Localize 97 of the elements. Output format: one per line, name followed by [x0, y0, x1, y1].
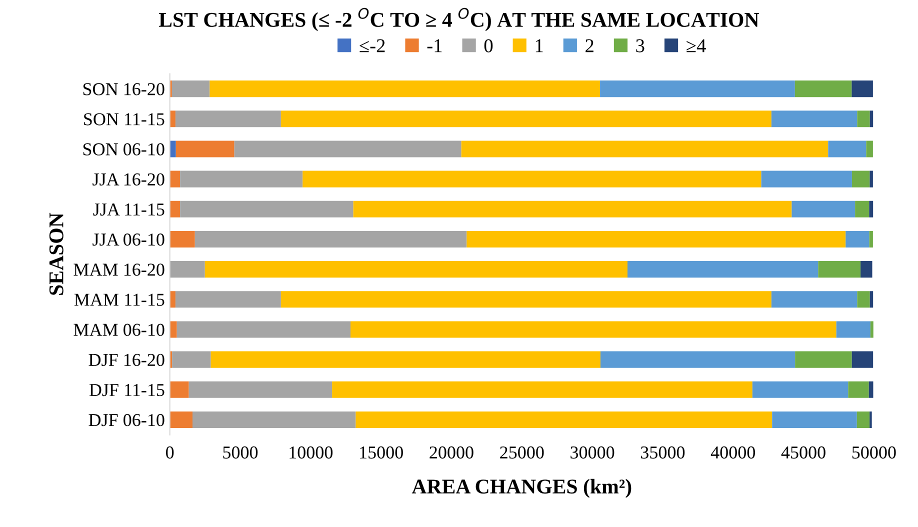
y-tick-label: SON 11-15	[84, 113, 164, 126]
y-tick-label: JJA 16-20	[92, 173, 164, 186]
bar	[170, 230, 195, 248]
x-tick-label: 10000	[290, 446, 333, 459]
y-axis-title: SEASON	[49, 212, 64, 295]
bar	[628, 261, 818, 278]
bar	[170, 261, 205, 278]
bar	[170, 411, 192, 428]
bar	[848, 381, 869, 398]
bar	[869, 200, 874, 218]
bar	[852, 351, 874, 368]
bar	[828, 140, 866, 158]
y-tick-label: DJF 06-10	[88, 414, 164, 426]
bar	[302, 170, 762, 188]
bar	[192, 411, 356, 428]
bar	[172, 80, 210, 98]
bar	[353, 200, 792, 218]
bar	[180, 170, 303, 188]
legend-label: ≥4	[686, 39, 706, 52]
bar	[836, 321, 870, 338]
bar	[761, 170, 852, 188]
bar	[860, 261, 872, 278]
y-tick-label: DJF 16-20	[88, 354, 164, 366]
bar	[204, 261, 628, 278]
bar	[466, 230, 846, 248]
bar	[176, 321, 351, 338]
y-tick-label: JJA 06-10	[92, 233, 164, 246]
x-axis-title: AREA CHANGES (km²)	[412, 478, 632, 498]
bar	[350, 321, 836, 338]
bar	[170, 321, 177, 338]
legend-label: 3	[636, 39, 644, 52]
bar	[356, 411, 772, 428]
x-tick-label: 50000	[852, 446, 896, 459]
bar	[856, 411, 870, 428]
bar	[870, 170, 873, 188]
legend-label: 2	[586, 39, 594, 52]
bar	[771, 110, 858, 128]
x-tick-label: 5000	[223, 446, 258, 459]
bar	[176, 140, 234, 158]
bar	[792, 200, 856, 218]
bar	[772, 411, 857, 428]
bar	[869, 230, 873, 248]
x-tick-label: 20000	[430, 446, 474, 459]
bar	[868, 381, 874, 398]
bar	[172, 351, 211, 368]
x-tick-label: 35000	[641, 446, 685, 459]
bar	[234, 140, 462, 158]
bar	[870, 291, 874, 308]
legend-label: -1	[427, 39, 442, 52]
bar	[175, 110, 281, 128]
bar	[600, 351, 796, 368]
bar	[771, 291, 858, 308]
legend-label: 0	[484, 39, 493, 52]
bar	[170, 140, 176, 158]
bar	[795, 351, 852, 368]
bar	[794, 80, 852, 98]
x-tick-label: 25000	[500, 446, 544, 459]
bar	[866, 140, 873, 158]
bar	[857, 291, 870, 308]
bar	[855, 200, 870, 218]
bar	[870, 321, 874, 338]
bar	[332, 381, 752, 398]
y-tick-label: MAM 06-10	[74, 324, 164, 336]
y-tick-label: JJA 11-15	[93, 204, 164, 216]
bar	[180, 200, 354, 218]
bar	[280, 291, 772, 308]
x-tick-label: 30000	[570, 446, 614, 459]
bar	[846, 230, 870, 248]
x-tick-label: 45000	[781, 446, 826, 459]
bar	[870, 110, 874, 128]
x-tick-label: 0	[166, 446, 174, 459]
y-tick-label: SON 16-20	[83, 83, 164, 96]
bar	[752, 381, 848, 398]
bar	[194, 230, 467, 248]
bar	[210, 351, 600, 368]
bar	[170, 200, 180, 218]
legend-label: 1	[536, 39, 543, 52]
chart-title: LST CHANGES (≤ -2 $^{O}$C TO ≥ 4 $^{O}$C) AT THE SAME LOCATION	[158, 8, 759, 32]
bar	[857, 110, 870, 128]
bar	[188, 381, 332, 398]
bar	[852, 170, 870, 188]
legend-label: ≤-2	[360, 39, 385, 52]
y-tick-label: SON 06-10	[83, 143, 164, 156]
bar	[818, 261, 861, 278]
y-tick-label: MAM 16-20	[74, 264, 164, 276]
x-tick-label: 15000	[360, 446, 403, 459]
bar	[600, 80, 795, 98]
bar	[210, 80, 600, 98]
bar	[461, 140, 828, 158]
y-tick-label: DJF 11-15	[89, 384, 164, 396]
bar	[175, 291, 281, 308]
y-tick-label: MAM 11-15	[74, 294, 164, 306]
bar	[280, 110, 772, 128]
x-tick-label: 40000	[710, 446, 755, 459]
bar	[170, 381, 189, 398]
bar	[170, 170, 180, 188]
bar	[852, 80, 873, 98]
